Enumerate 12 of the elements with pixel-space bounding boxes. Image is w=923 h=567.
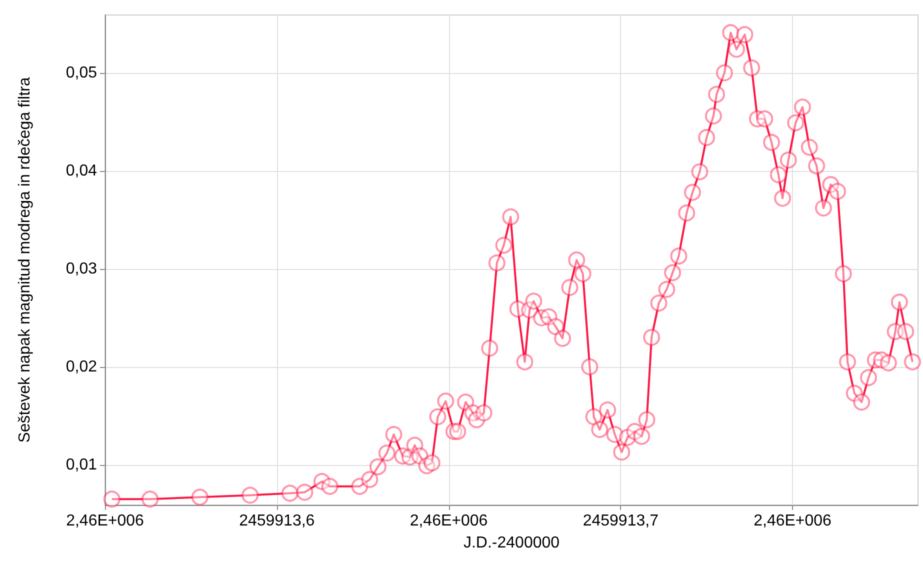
y-axis-title: Seštevek napak magnitud modrega in rdečega filtra [16, 77, 34, 443]
y-tick-label: 0,02 [66, 358, 98, 376]
x-tick-label: 2,46E+006 [66, 512, 144, 530]
x-axis-title: J.D.-2400000 [463, 534, 560, 552]
x-tick-label: 2459913,7 [582, 512, 659, 530]
x-tick-label: 2,46E+006 [754, 512, 832, 530]
y-tick-label: 0,04 [66, 162, 98, 180]
x-tick-label: 2459913,6 [239, 512, 315, 530]
y-tick-label: 0,05 [66, 64, 98, 82]
y-tick-label: 0,03 [66, 260, 98, 278]
y-tick-label: 0,01 [66, 456, 98, 474]
x-tick-label: 2,46E+006 [410, 512, 488, 530]
